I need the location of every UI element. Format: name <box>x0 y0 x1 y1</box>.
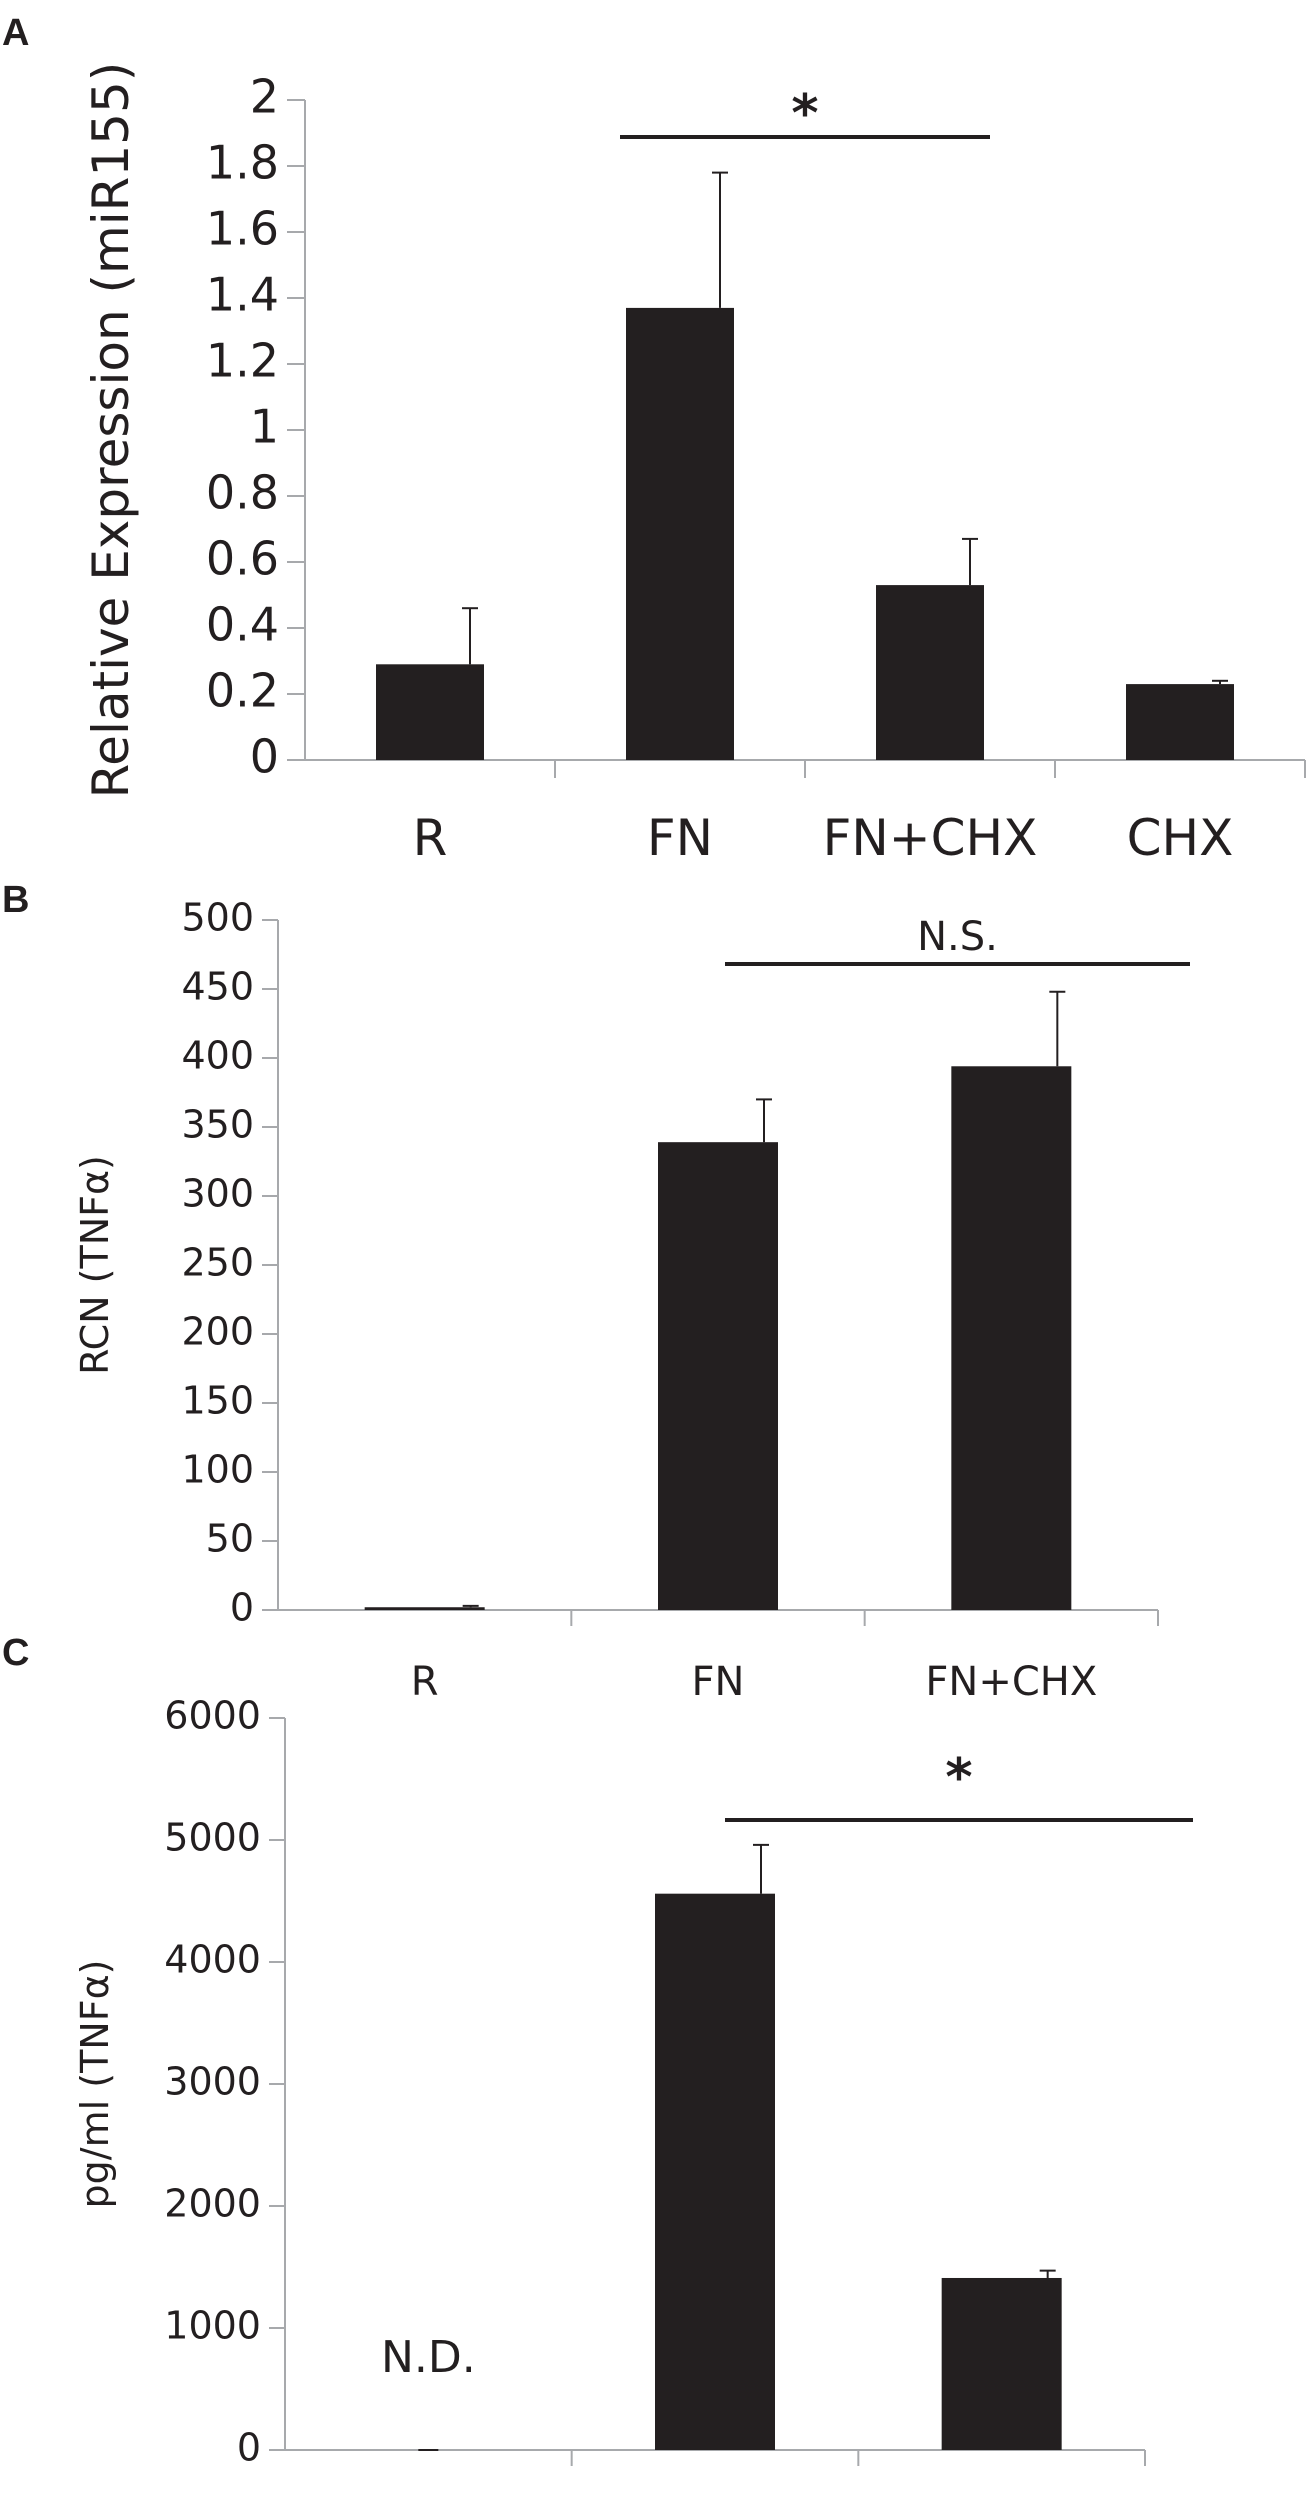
panel-b-category-label: FN+CHX <box>925 1659 1097 1705</box>
panel-a-y-tick-label: 1.8 <box>206 136 279 190</box>
panel-b-y-tick-label: 300 <box>181 1172 254 1216</box>
panel-a-category-label: CHX <box>1127 809 1234 867</box>
panel-c-y-tick-label: 5000 <box>164 1816 261 1860</box>
panel-a-bar <box>876 585 984 760</box>
panel-b-letter: B <box>2 879 29 921</box>
panel-b-bar <box>364 1607 485 1610</box>
panel-c-significance-label: * <box>945 1748 972 1808</box>
panel-c-bar <box>941 2277 1062 2450</box>
panel-b-y-tick-label: 0 <box>230 1586 254 1630</box>
panel-b-category-label: R <box>411 1659 439 1705</box>
panel-c-y-tick-label: 2000 <box>164 2182 261 2226</box>
panel-c-y-tick-label: 1000 <box>164 2304 261 2348</box>
panel-a-bar <box>626 307 734 760</box>
panel-a-y-tick-label: 1.2 <box>206 334 279 388</box>
panel-b-y-tick-label: 50 <box>206 1517 254 1561</box>
panel-a-y-tick-label: 0.2 <box>206 664 279 718</box>
panel-a-y-tick-label: 2 <box>250 70 279 124</box>
panel-a-y-tick-label: 1.4 <box>206 268 279 322</box>
panel-c-y-tick-label: 0 <box>237 2426 261 2470</box>
panel-a: A Relative Expression (miR155) 0 0.2 0.4 0.… <box>2 12 1306 867</box>
panel-c-y-axis-title: pg/ml (TNFα) <box>73 1960 117 2209</box>
panel-a-y-tick-label: 1.6 <box>206 202 279 256</box>
panel-a-category-label: FN+CHX <box>823 809 1038 867</box>
panel-b-bar <box>658 1142 778 1610</box>
panel-b-y-tick-label: 400 <box>181 1034 254 1078</box>
panel-b-y-tick-label: 350 <box>181 1103 254 1147</box>
panel-c-y-tick-label: 4000 <box>164 1938 261 1982</box>
panel-a-y-tick-label: 0.8 <box>206 466 279 520</box>
panel-b: B RCN (TNFα) 0 50 100 150 200 250 300 350 400 450… <box>2 879 1190 1705</box>
panel-a-y-tick-label: 0.6 <box>206 532 279 586</box>
panel-a-category-label: FN <box>647 809 713 867</box>
panel-c-y-tick-label: 3000 <box>164 2060 261 2104</box>
panel-a-y-tick-label: 1 <box>250 400 279 454</box>
panel-b-y-tick-label: 200 <box>181 1310 254 1354</box>
panel-a-letter: A <box>2 12 29 54</box>
panel-c-letter: C <box>2 1632 29 1674</box>
panel-b-bar <box>951 1066 1072 1610</box>
panel-a-y-axis-title: Relative Expression (miR155) <box>82 62 140 799</box>
panel-a-bar <box>1126 684 1234 760</box>
panel-c-y-tick-label: 6000 <box>164 1694 261 1738</box>
panel-b-y-tick-label: 450 <box>181 965 254 1009</box>
panel-c: C pg/ml (TNFα) 0 1000 2000 3000 4000 5000 6000… <box>2 1632 1193 2500</box>
panel-b-y-axis-title: RCN (TNFα) <box>73 1155 117 1375</box>
panel-c-annotation: N.D. <box>381 2332 476 2383</box>
panel-a-y-tick-label: 0.4 <box>206 598 279 652</box>
panel-a-bar <box>376 664 484 760</box>
panel-b-y-tick-label: 250 <box>181 1241 254 1285</box>
panel-a-significance-label: * <box>791 84 818 144</box>
panel-a-y-tick-label: 0 <box>250 730 279 784</box>
panel-b-category-label: FN <box>692 1659 745 1705</box>
panel-b-y-tick-label: 150 <box>181 1379 254 1423</box>
panel-b-significance-label: N.S. <box>917 914 998 960</box>
panel-b-y-tick-label: 500 <box>181 896 254 940</box>
panel-c-bar <box>655 1893 775 2450</box>
panel-b-y-tick-label: 100 <box>181 1448 254 1492</box>
panel-a-category-label: R <box>413 809 448 867</box>
